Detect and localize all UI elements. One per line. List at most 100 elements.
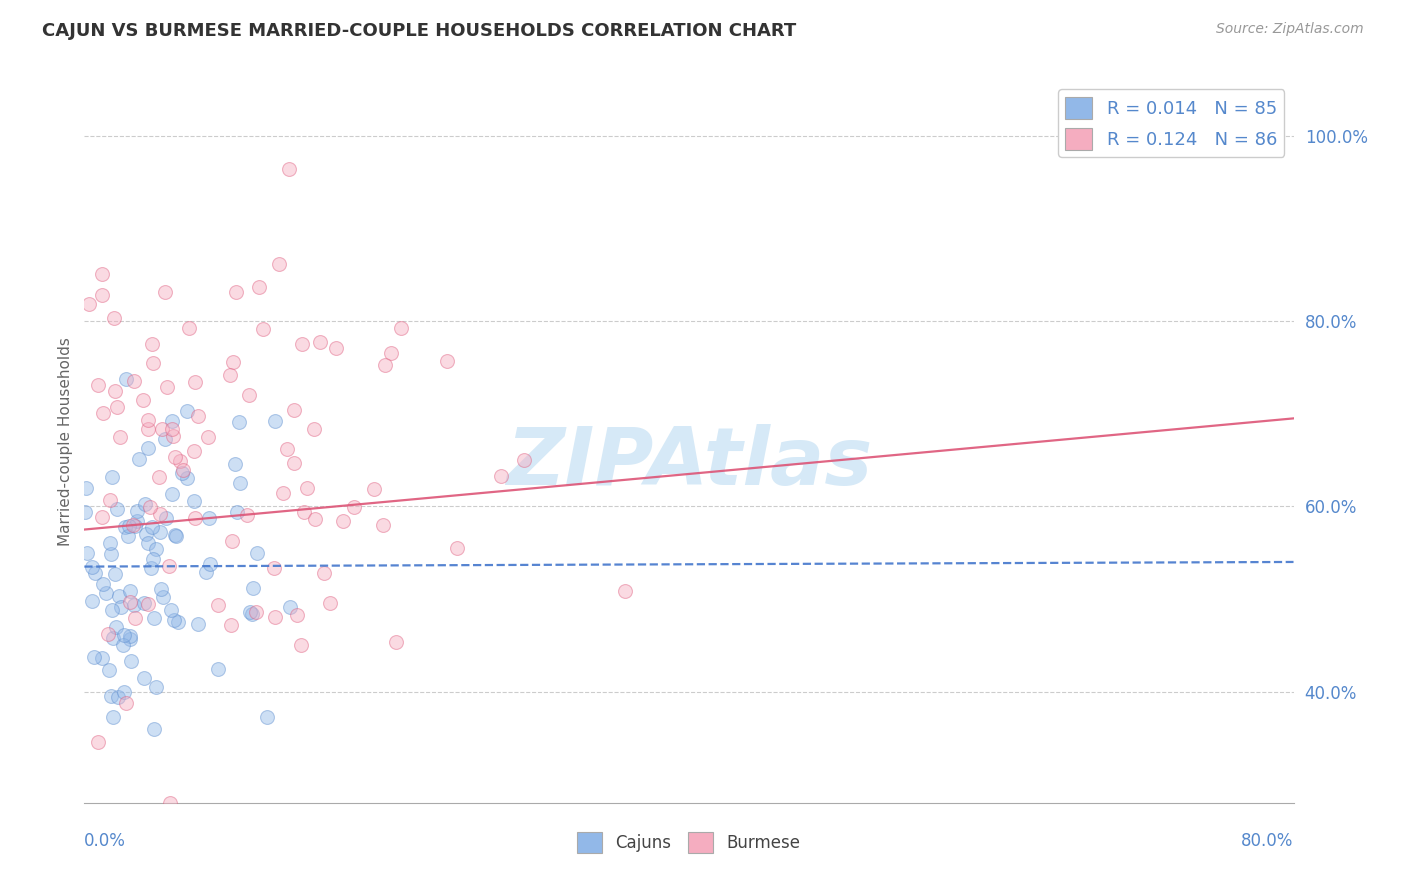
Text: 80.0%: 80.0%: [1241, 831, 1294, 850]
Point: [127, 514, 149, 528]
Point: [117, 529, 139, 543]
Point: [156, 380, 179, 394]
Point: [197, 430, 219, 444]
Point: [246, 546, 269, 560]
Point: [83, 650, 105, 665]
Point: [385, 634, 408, 648]
Text: ZIPAtlas: ZIPAtlas: [506, 425, 872, 502]
Point: [224, 457, 246, 471]
Point: [132, 392, 155, 407]
Point: [120, 632, 142, 647]
Point: [136, 536, 159, 550]
Point: [120, 629, 142, 643]
Point: [93, 406, 115, 420]
Point: [132, 596, 155, 610]
Point: [110, 430, 132, 444]
Point: [141, 520, 163, 534]
Point: [90, 267, 112, 281]
Point: [120, 654, 142, 668]
Point: [380, 346, 402, 360]
Point: [134, 671, 156, 685]
Point: [90, 650, 112, 665]
Point: [312, 566, 335, 581]
Point: [309, 335, 332, 350]
Point: [278, 161, 301, 176]
Point: [135, 527, 157, 541]
Point: [389, 321, 412, 335]
Point: [197, 511, 219, 525]
Point: [118, 595, 141, 609]
Point: [111, 638, 134, 652]
Point: [77, 296, 100, 310]
Point: [120, 584, 142, 599]
Point: [97, 626, 120, 640]
Point: [363, 482, 385, 496]
Point: [122, 517, 145, 532]
Point: [200, 557, 222, 571]
Point: [114, 372, 136, 386]
Point: [162, 421, 184, 435]
Point: [225, 505, 247, 519]
Point: [273, 486, 295, 500]
Point: [240, 607, 263, 621]
Point: [103, 310, 125, 325]
Point: [252, 321, 274, 335]
Point: [325, 341, 347, 355]
Point: [162, 429, 184, 443]
Point: [169, 454, 191, 468]
Point: [107, 690, 129, 705]
Point: [94, 585, 117, 599]
Point: [136, 441, 159, 455]
Point: [112, 628, 135, 642]
Point: [105, 620, 128, 634]
Point: [101, 710, 124, 724]
Point: [118, 518, 141, 533]
Y-axis label: Married-couple Households: Married-couple Households: [58, 337, 73, 546]
Point: [489, 468, 512, 483]
Point: [207, 599, 229, 613]
Point: [148, 469, 170, 483]
Point: [160, 413, 183, 427]
Point: [218, 368, 240, 382]
Point: [149, 508, 172, 522]
Point: [219, 617, 242, 632]
Text: 0.0%: 0.0%: [84, 831, 127, 850]
Point: [122, 374, 145, 388]
Point: [105, 502, 128, 516]
Point: [150, 582, 173, 597]
Point: [513, 453, 536, 467]
Point: [613, 583, 636, 598]
Point: [98, 493, 121, 508]
Point: [150, 422, 173, 436]
Point: [98, 535, 121, 549]
Point: [263, 561, 285, 575]
Point: [184, 511, 207, 525]
Point: [91, 509, 114, 524]
Point: [374, 358, 396, 372]
Point: [163, 613, 186, 627]
Point: [276, 442, 298, 456]
Point: [104, 566, 127, 581]
Point: [163, 528, 186, 542]
Point: [332, 514, 354, 528]
Point: [124, 610, 146, 624]
Point: [207, 662, 229, 676]
Point: [100, 548, 122, 562]
Point: [139, 560, 162, 574]
Point: [91, 288, 114, 302]
Point: [285, 608, 308, 623]
Point: [82, 593, 104, 607]
Point: [114, 519, 136, 533]
Point: [172, 463, 194, 477]
Point: [177, 321, 200, 335]
Point: [87, 735, 110, 749]
Point: [446, 541, 468, 555]
Point: [141, 337, 163, 351]
Point: [160, 603, 183, 617]
Point: [238, 605, 260, 619]
Point: [221, 534, 243, 549]
Point: [183, 493, 205, 508]
Point: [134, 497, 156, 511]
Point: [101, 603, 124, 617]
Point: [122, 599, 145, 613]
